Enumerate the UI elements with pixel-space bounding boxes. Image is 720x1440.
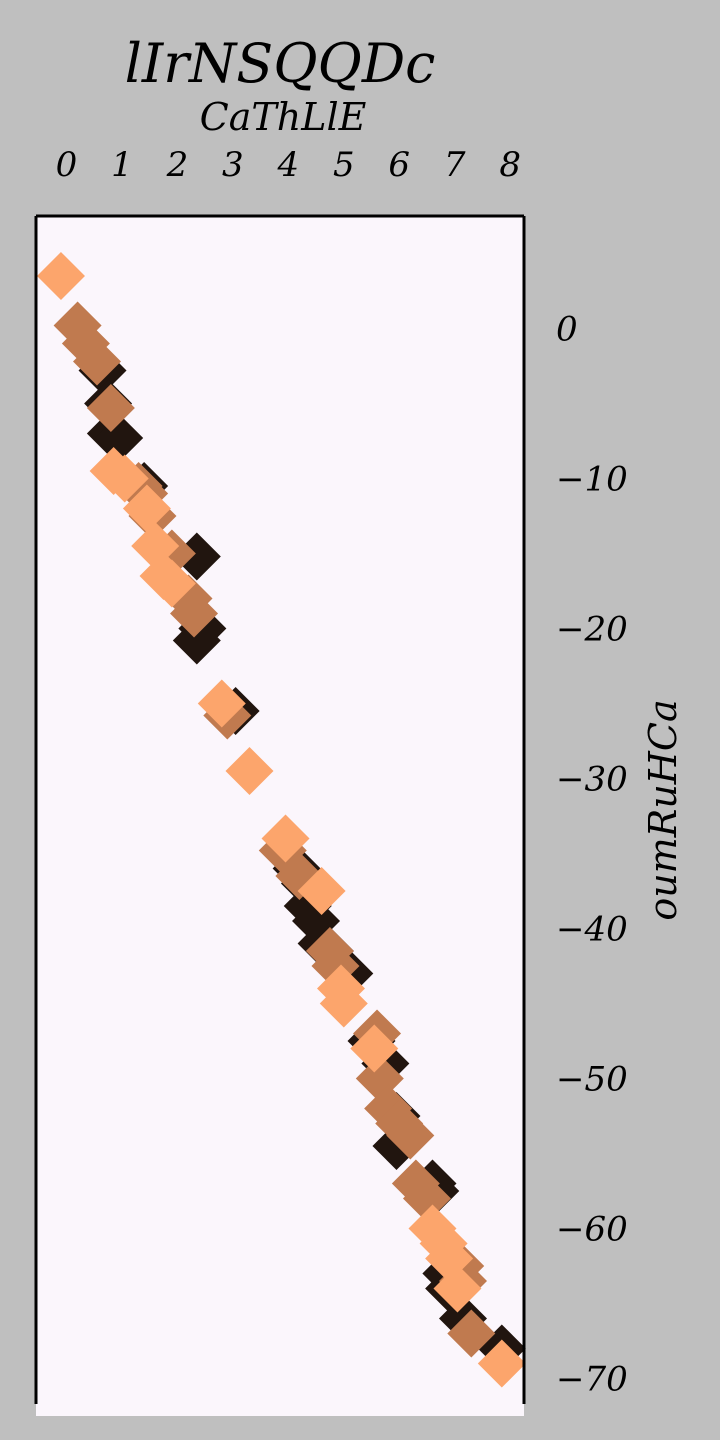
point-series-2-3 xyxy=(122,484,171,533)
y-axis-label: oumRuHCa xyxy=(641,699,685,920)
x-tick-label-4: 4 xyxy=(276,145,299,185)
point-series-2-6 xyxy=(147,559,196,608)
plot-spines xyxy=(34,214,526,1404)
point-series-1-24 xyxy=(447,1309,496,1358)
x-axis-label: CaThLlE xyxy=(200,95,367,139)
point-series-2-8 xyxy=(225,747,274,795)
point-series-2-13 xyxy=(350,1024,399,1073)
y-tick-label-0: 0 xyxy=(556,310,578,350)
y-tick-label-5: −50 xyxy=(556,1060,628,1100)
point-series-2-18 xyxy=(477,1339,526,1388)
point-series-2-7 xyxy=(197,679,246,728)
y-tick-label-1: −10 xyxy=(556,460,628,500)
x-tick-label-5: 5 xyxy=(333,145,355,185)
x-tick-label-1: 1 xyxy=(111,145,133,185)
point-series-1-19 xyxy=(386,1111,435,1160)
y-tick-label-6: −60 xyxy=(556,1210,628,1250)
point-series-0-7 xyxy=(172,616,221,665)
x-tick-label-7: 7 xyxy=(444,145,466,185)
point-series-1-21 xyxy=(402,1174,451,1223)
point-series-2-9 xyxy=(261,814,310,863)
chart-title: lIrNSQQDc xyxy=(125,32,436,95)
x-tick-label-6: 6 xyxy=(388,145,410,185)
point-series-2-10 xyxy=(297,867,346,915)
point-series-2-2 xyxy=(100,454,149,503)
y-tick-label-2: −20 xyxy=(556,610,628,650)
point-series-1-3 xyxy=(86,384,135,432)
point-series-1-9 xyxy=(170,589,219,638)
y-tick-label-3: −30 xyxy=(556,760,628,800)
x-tick-label-0: 0 xyxy=(56,145,78,185)
y-axis-ticks: 0 −10 −20 −30 −40 −50 −60 −70 xyxy=(556,310,628,1400)
y-tick-label-7: −70 xyxy=(556,1360,628,1400)
point-series-2-12 xyxy=(319,979,368,1028)
x-tick-label-2: 2 xyxy=(166,145,189,185)
x-tick-label-3: 3 xyxy=(222,145,244,185)
point-series-2-17 xyxy=(433,1264,482,1313)
point-series-1-2 xyxy=(73,337,121,386)
data-points xyxy=(36,252,526,1388)
point-series-2-0 xyxy=(36,252,85,300)
x-tick-label-8: 8 xyxy=(499,145,521,185)
y-tick-label-4: −40 xyxy=(556,910,628,950)
